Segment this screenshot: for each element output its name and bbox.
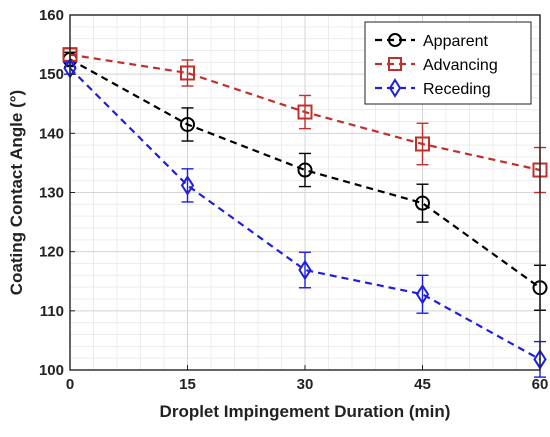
error-bar-apparent [416,183,429,223]
error-bar-receding [299,251,311,289]
legend-label: Receding [423,81,491,98]
error-bar-apparent [181,107,194,142]
data-point-advancing [297,104,313,120]
y-tick-label: 100 [39,362,64,379]
data-point-apparent [180,116,195,132]
series-layer [62,47,548,378]
x-tick-label: 0 [66,376,74,393]
data-point-apparent [415,195,430,211]
x-tick-label: 30 [297,376,314,393]
data-point-receding [298,259,312,281]
legend-label: Apparent [423,33,488,50]
error-bar-advancing [416,122,429,166]
data-point-apparent [297,162,313,178]
series-receding [63,57,547,378]
legend-marker [388,78,402,98]
data-point-advancing [180,65,195,81]
data-point-receding [415,283,430,305]
y-axis-label: Coating Contact Angle (°) [7,90,26,295]
error-bar-advancing [299,94,311,130]
series-line-receding [69,67,541,361]
y-tick-label: 130 [39,185,64,202]
x-axis-label: Droplet Impingement Duration (min) [160,402,451,421]
legend-label: Advancing [423,57,498,74]
series-line-apparent [69,58,541,289]
y-tick-label: 140 [39,125,64,142]
x-tick-label: 60 [532,376,549,393]
legend-marker [388,57,402,71]
axis-ticks: 100 110 120 130 140 150 160 0 15 30 45 60 [39,7,548,393]
x-tick-label: 45 [414,376,431,393]
legend-item-apparent: Apparent [375,33,488,50]
y-tick-label: 120 [39,244,64,261]
legend: Apparent Advancing Receding [364,21,532,105]
data-point-advancing [415,136,430,152]
legend-item-advancing: Advancing [375,57,498,74]
error-bar-receding [416,274,429,314]
error-bar-apparent [299,152,311,188]
x-tick-label: 15 [179,376,196,393]
data-point-receding [180,175,195,196]
error-bar-receding [181,168,194,203]
y-tick-label: 160 [39,7,64,24]
legend-marker [388,33,402,47]
y-tick-label: 150 [39,66,64,83]
legend-item-receding: Receding [375,78,491,98]
y-tick-label: 110 [40,303,64,320]
error-bar-advancing [181,59,194,87]
